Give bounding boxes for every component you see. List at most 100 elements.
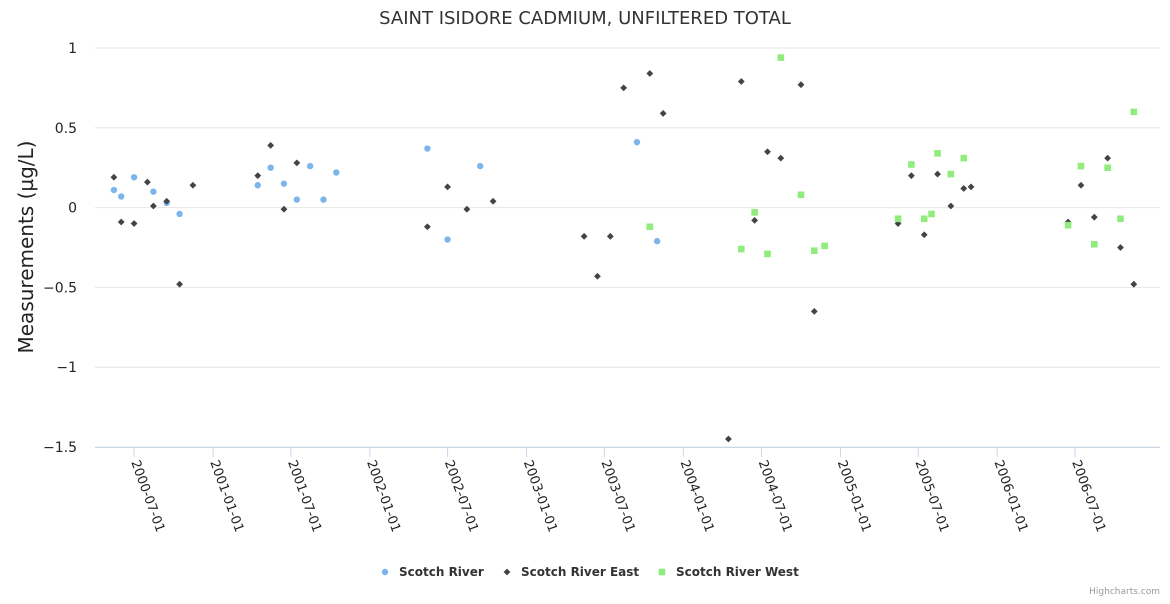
legend-marker[interactable] — [658, 568, 666, 576]
x-tick-label: 2003-07-01 — [598, 458, 638, 534]
data-point[interactable] — [254, 182, 261, 189]
data-point[interactable] — [477, 162, 484, 170]
data-point[interactable] — [797, 191, 805, 199]
data-point[interactable] — [267, 141, 275, 149]
y-tick-label: 0.5 — [55, 121, 77, 137]
data-point[interactable] — [737, 78, 745, 85]
data-point[interactable] — [934, 150, 941, 157]
data-point[interactable] — [130, 220, 138, 227]
data-point[interactable] — [908, 161, 915, 168]
data-point[interactable] — [777, 154, 785, 162]
data-point[interactable] — [176, 210, 183, 218]
legend-marker[interactable] — [503, 568, 511, 576]
data-point[interactable] — [444, 183, 451, 191]
y-tick-label: −1 — [56, 360, 77, 376]
x-tick-label: 2004-01-01 — [677, 458, 717, 534]
data-point[interactable] — [967, 183, 975, 191]
legend-item[interactable]: Scotch River — [381, 565, 484, 579]
x-tick-label: 2001-07-01 — [284, 458, 324, 534]
data-point[interactable] — [1090, 241, 1098, 248]
data-point[interactable] — [821, 242, 828, 250]
data-point[interactable] — [751, 209, 758, 216]
data-point[interactable] — [293, 196, 301, 203]
data-point[interactable] — [934, 170, 941, 178]
data-point[interactable] — [1104, 164, 1111, 171]
data-point[interactable] — [1090, 213, 1098, 221]
data-point[interactable] — [423, 223, 431, 231]
data-point[interactable] — [1130, 108, 1138, 116]
data-point[interactable] — [751, 216, 759, 224]
data-point[interactable] — [110, 173, 118, 181]
data-point[interactable] — [894, 215, 902, 223]
data-point[interactable] — [811, 247, 818, 254]
data-point[interactable] — [1064, 221, 1072, 229]
data-point[interactable] — [620, 84, 628, 92]
data-point[interactable] — [176, 280, 183, 288]
credits-text[interactable]: Highcharts.com — [1089, 587, 1160, 597]
data-point[interactable] — [424, 145, 431, 152]
y-tick-label: 1 — [68, 41, 77, 57]
x-tick-label: 2002-07-01 — [441, 458, 481, 534]
data-point[interactable] — [928, 210, 935, 218]
data-point[interactable] — [280, 180, 288, 187]
data-point[interactable] — [280, 205, 288, 213]
legend: Scotch River Scotch River East Scotch Rive… — [381, 565, 799, 579]
data-point[interactable] — [163, 197, 171, 205]
data-point[interactable] — [764, 148, 771, 156]
data-point[interactable] — [333, 169, 340, 176]
data-point[interactable] — [653, 237, 661, 245]
legend-label: Scotch River — [399, 565, 484, 579]
legend-marker[interactable] — [381, 568, 389, 576]
data-point[interactable] — [725, 435, 732, 443]
legend-item[interactable]: Scotch River West — [658, 565, 799, 579]
data-point[interactable] — [947, 202, 955, 210]
data-point[interactable] — [920, 215, 928, 223]
data-point[interactable] — [320, 196, 327, 203]
data-point[interactable] — [1130, 280, 1138, 288]
data-point[interactable] — [646, 223, 654, 231]
data-point[interactable] — [920, 231, 928, 239]
data-point[interactable] — [117, 193, 125, 200]
data-point[interactable] — [110, 186, 118, 194]
data-point[interactable] — [1077, 181, 1085, 189]
x-tick-label: 2006-01-01 — [990, 458, 1030, 534]
data-point[interactable] — [489, 197, 497, 205]
data-point[interactable] — [960, 185, 968, 192]
legend-item[interactable]: Scotch River East — [503, 565, 640, 579]
data-point[interactable] — [738, 245, 745, 253]
x-tick-label: 2005-01-01 — [834, 458, 874, 534]
data-point[interactable] — [764, 250, 771, 258]
data-point[interactable] — [633, 138, 641, 146]
data-point[interactable] — [810, 307, 818, 315]
series-1 — [110, 70, 1138, 443]
data-point[interactable] — [907, 172, 915, 180]
data-point[interactable] — [117, 218, 125, 226]
series-2 — [646, 54, 1138, 258]
data-point[interactable] — [606, 232, 614, 240]
data-point[interactable] — [306, 162, 314, 170]
data-point[interactable] — [254, 172, 262, 180]
x-tick-label: 2006-07-01 — [1068, 458, 1108, 534]
data-point[interactable] — [444, 236, 451, 243]
data-point[interactable] — [130, 174, 138, 181]
data-point[interactable] — [189, 181, 197, 189]
data-point[interactable] — [1117, 244, 1124, 251]
data-point[interactable] — [777, 54, 785, 61]
data-point[interactable] — [960, 154, 968, 162]
data-point[interactable] — [580, 232, 588, 240]
data-point[interactable] — [150, 202, 157, 210]
data-point[interactable] — [659, 110, 667, 117]
data-point[interactable] — [293, 159, 301, 167]
series-0 — [110, 138, 661, 245]
data-point[interactable] — [1104, 154, 1112, 162]
data-point[interactable] — [797, 81, 805, 89]
data-point[interactable] — [1117, 215, 1124, 223]
data-point[interactable] — [150, 188, 157, 195]
data-point[interactable] — [1077, 162, 1085, 170]
data-point[interactable] — [143, 178, 151, 186]
data-point[interactable] — [646, 70, 654, 77]
data-point[interactable] — [594, 272, 601, 280]
data-point[interactable] — [267, 164, 274, 171]
data-point[interactable] — [947, 170, 955, 178]
data-point[interactable] — [463, 205, 471, 213]
